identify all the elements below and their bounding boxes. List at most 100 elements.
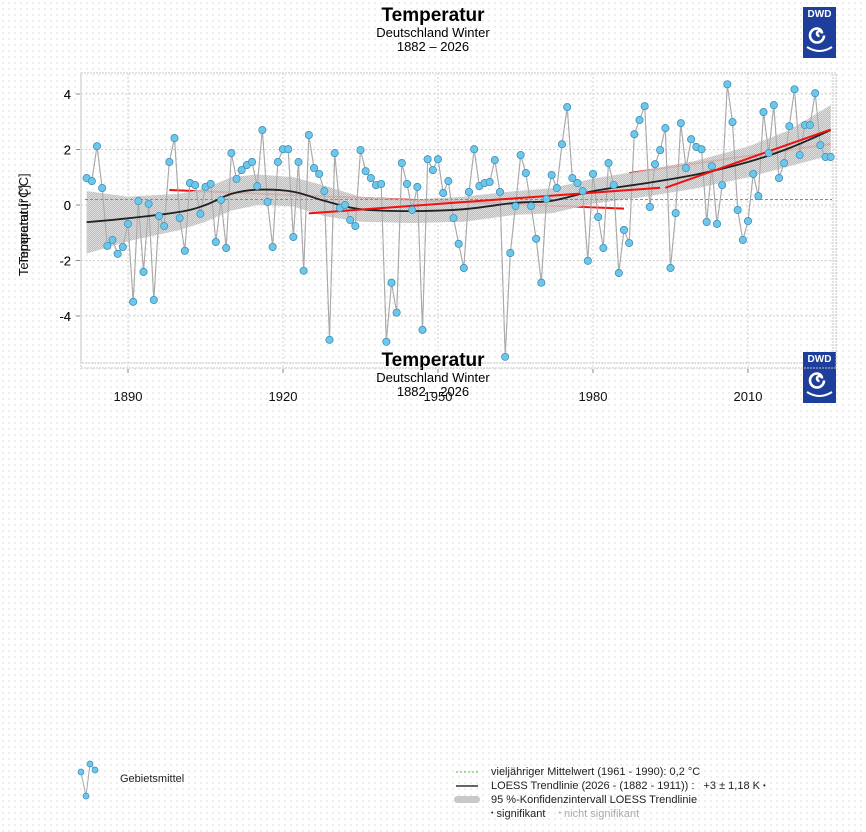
y-tick-label: 0 xyxy=(64,198,71,213)
data-point xyxy=(738,236,747,244)
chart-title-block-top: Temperatur Deutschland Winter 1882 – 202… xyxy=(0,6,866,54)
data-point xyxy=(454,239,463,248)
data-point xyxy=(759,108,768,116)
data-point xyxy=(222,244,231,252)
data-point xyxy=(723,80,732,89)
data-point xyxy=(630,130,639,139)
data-point xyxy=(640,102,649,111)
y-axis-label: Temperatur [°C] xyxy=(16,185,31,276)
data-point xyxy=(418,325,427,334)
y-tick-label: 0 xyxy=(64,198,71,213)
x-tick-label: 1980 xyxy=(579,389,608,404)
data-point xyxy=(413,183,422,191)
data-point xyxy=(227,149,236,158)
data-point xyxy=(537,278,546,287)
data-point xyxy=(98,184,107,193)
data-point xyxy=(387,278,396,287)
data-point xyxy=(93,142,101,151)
data-point xyxy=(645,202,654,211)
data-point xyxy=(155,212,163,221)
legend-loess-label: LOESS Trendlinie (2026 - (1882 - 1911)) … xyxy=(491,780,695,792)
data-point xyxy=(299,266,308,275)
y-tick-label: -4 xyxy=(59,309,71,324)
y-tick-label: 4 xyxy=(64,87,71,102)
data-point xyxy=(423,155,432,164)
data-point xyxy=(754,192,763,201)
linear-trend-segment xyxy=(308,186,661,215)
data-point xyxy=(496,188,504,196)
data-point xyxy=(521,169,530,178)
chart-period: 1882 – 2026 xyxy=(396,39,470,54)
data-point xyxy=(744,217,752,226)
data-point xyxy=(527,202,535,211)
y-tick-label: 2 xyxy=(64,143,71,158)
data-point xyxy=(346,216,355,224)
data-point xyxy=(315,169,324,178)
data-point xyxy=(785,122,794,131)
data-point xyxy=(511,202,520,211)
data-point xyxy=(594,212,603,221)
data-point xyxy=(408,206,417,214)
data-point xyxy=(676,119,685,128)
data-point xyxy=(728,118,737,126)
data-point xyxy=(682,164,690,173)
confidence-band xyxy=(86,105,831,254)
data-point xyxy=(578,187,587,196)
data-point xyxy=(465,188,473,196)
data-point xyxy=(217,196,225,204)
chart-subtitle: Deutschland Winter xyxy=(376,25,490,40)
data-point xyxy=(542,194,551,203)
confidence-band-legend-icon xyxy=(454,796,480,803)
data-point xyxy=(87,177,96,186)
data-point xyxy=(733,206,742,214)
data-point xyxy=(485,178,494,186)
data-point xyxy=(232,174,241,183)
data-point xyxy=(310,164,318,173)
data-point xyxy=(449,214,458,222)
data-point xyxy=(790,85,799,94)
data-point xyxy=(206,179,215,188)
data-point xyxy=(826,153,835,161)
data-point xyxy=(341,201,349,209)
loess-line-legend-icon xyxy=(456,785,478,787)
non-significant-marker: • xyxy=(558,810,561,818)
data-point xyxy=(806,121,814,130)
dwd-logo: DWD xyxy=(803,352,836,403)
dwd-logo-text: DWD xyxy=(807,9,832,20)
data-point xyxy=(268,242,277,251)
data-point xyxy=(490,156,499,164)
data-point xyxy=(811,89,820,98)
data-point xyxy=(258,126,267,135)
data-point xyxy=(366,174,375,183)
data-point xyxy=(614,269,623,277)
data-point xyxy=(656,146,665,155)
data-point xyxy=(532,234,541,243)
y-tick-label: -2 xyxy=(59,254,71,269)
data-point xyxy=(651,160,659,169)
chart-bottom: -4 -2 0 2 4 Temperatur [°C] 1890 1920 1950 1980 20… xyxy=(16,72,837,404)
data-point xyxy=(635,116,644,125)
data-point xyxy=(397,159,406,168)
data-point xyxy=(666,264,675,272)
data-point xyxy=(444,177,453,186)
significance-marker: • xyxy=(763,781,766,791)
data-point xyxy=(707,162,716,171)
chart-panel-bottom: Temperatur Deutschland Winter 1882 – 202… xyxy=(0,72,866,832)
data-point xyxy=(382,337,391,346)
data-point xyxy=(191,181,200,189)
data-point xyxy=(769,101,778,110)
data-point xyxy=(320,187,329,196)
gebietsmittel-legend-icon xyxy=(77,760,99,800)
data-point xyxy=(583,256,592,265)
data-point xyxy=(124,219,132,228)
data-point xyxy=(687,135,696,144)
y-tick-label: 2 xyxy=(64,143,71,158)
dwd-logo-text: DWD xyxy=(807,354,832,365)
plot-area xyxy=(81,73,836,368)
y-tick-label: -2 xyxy=(59,254,71,269)
data-point xyxy=(568,174,577,183)
data-point xyxy=(558,140,566,149)
spiral-icon xyxy=(806,372,833,397)
data-point xyxy=(139,267,148,276)
data-point xyxy=(775,174,783,183)
